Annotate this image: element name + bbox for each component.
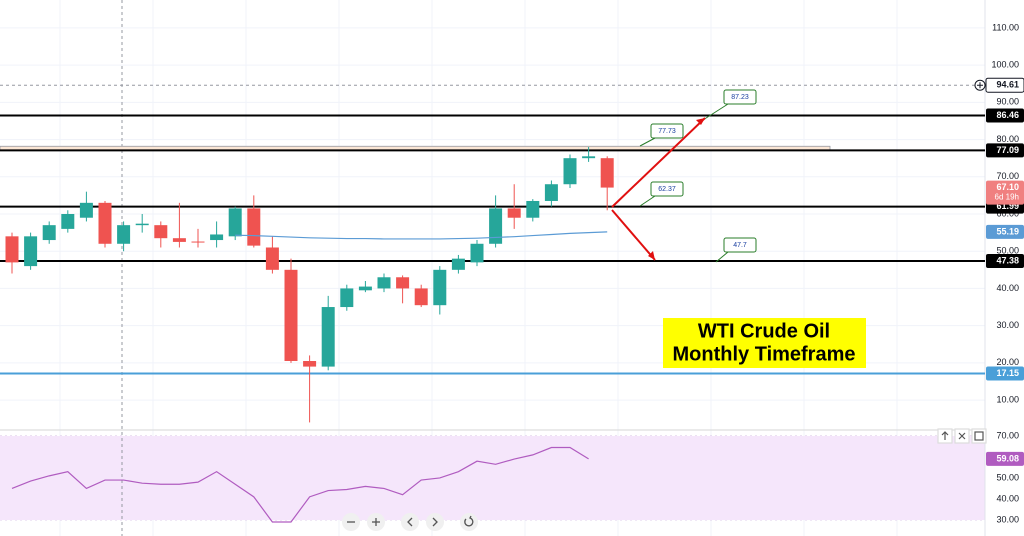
level-label: 17.15 [996, 368, 1019, 378]
candle-body [61, 214, 75, 229]
candle-body [117, 225, 131, 244]
candle-body [42, 225, 56, 241]
y-tick-label: 10.00 [996, 394, 1019, 404]
candle-body [154, 225, 168, 239]
candle-body [228, 208, 242, 237]
candle-body [24, 236, 38, 267]
price-label: 94.61 [996, 80, 1019, 90]
candle-body [377, 277, 391, 289]
level-label-box [986, 366, 1024, 381]
rsi-tick-label: 50.00 [996, 472, 1019, 482]
candle-body [98, 202, 112, 244]
pane-maximize[interactable] [971, 428, 987, 444]
callout-pointer [639, 195, 656, 207]
arrow-head [648, 251, 655, 260]
candle-body [340, 288, 354, 308]
callout-label: 77.73 [658, 128, 676, 135]
candle-body [358, 286, 372, 291]
plot: 10.0020.0030.0040.0050.0060.0070.0080.00… [0, 22, 1024, 524]
candle-body [507, 208, 521, 218]
rsi-value-label: 59.08 [996, 453, 1019, 463]
candle-body [79, 202, 93, 218]
callout-label: 47.7 [733, 242, 747, 249]
level-label: 77.09 [996, 145, 1019, 155]
candle-body [247, 208, 261, 246]
level-label: 86.46 [996, 110, 1019, 120]
rsi-value-box [986, 451, 1024, 466]
y-tick-label: 40.00 [996, 283, 1019, 293]
candle-body [396, 277, 410, 289]
title-line: Monthly Timeframe [673, 343, 856, 365]
candle-body [451, 258, 465, 270]
candle-body [414, 288, 428, 306]
callout-pointer [715, 251, 729, 263]
zoom-toolbar [342, 513, 478, 531]
level-label: 47.38 [996, 255, 1019, 265]
title-line: WTI Crude Oil [698, 320, 830, 342]
arrow-up [611, 117, 706, 208]
callout-label: 62.37 [658, 186, 676, 193]
candle-body [563, 158, 577, 185]
price-label-box [985, 77, 1024, 93]
scroll-right[interactable] [426, 513, 444, 531]
arrow-down [611, 209, 656, 261]
callout-pointer [702, 103, 729, 121]
y-tick-label: 30.00 [996, 320, 1019, 330]
callout-label: 87.23 [731, 94, 749, 101]
candle-body [433, 269, 447, 306]
callout-pointer [639, 137, 656, 147]
reset[interactable] [460, 513, 478, 531]
candle-body [544, 184, 558, 201]
candle-body [321, 307, 335, 367]
price-label-box [986, 180, 1024, 205]
candle-body [470, 243, 484, 263]
add-alert-plus [977, 82, 983, 89]
candle-body [5, 236, 19, 263]
title-box [663, 318, 866, 368]
moving-average [235, 231, 608, 240]
y-tick-label: 50.00 [996, 246, 1019, 256]
pane-buttons [937, 428, 987, 444]
level-label-box [986, 253, 1024, 268]
callout-box [723, 89, 757, 105]
candle-body [284, 269, 298, 362]
price-label: 55.19 [996, 226, 1019, 236]
y-tick-label: 80.00 [996, 134, 1019, 144]
candle-body [135, 223, 149, 226]
candle-body [210, 234, 224, 241]
candle-body [526, 200, 540, 218]
level-label-box [986, 143, 1024, 158]
price-label: 67.10 [996, 182, 1019, 192]
rsi-band [0, 436, 985, 520]
candle-body [191, 241, 205, 243]
rsi-tick-label: 70.00 [996, 430, 1019, 440]
level-label-box [986, 108, 1024, 123]
y-tick-label: 90.00 [996, 97, 1019, 107]
candle-body [172, 238, 186, 242]
arrow-head [696, 118, 705, 125]
candle-body [600, 158, 614, 188]
candle-body [303, 361, 317, 367]
y-tick-label: 110.00 [992, 22, 1019, 32]
candle-body [582, 156, 596, 159]
countdown: 6d 19h [995, 193, 1019, 202]
y-tick-label: 70.00 [996, 171, 1019, 181]
candle-body [265, 247, 279, 270]
level-label: 61.99 [996, 201, 1019, 211]
scroll-left[interactable] [401, 513, 419, 531]
y-tick-label: 100.00 [991, 60, 1019, 70]
callout-box [650, 123, 684, 139]
callout-box [723, 237, 757, 253]
price-label-box [986, 224, 1024, 239]
rsi-line [11, 446, 589, 523]
callout-box [650, 181, 684, 197]
rsi-tick-label: 30.00 [996, 514, 1019, 524]
candle-body [489, 208, 503, 244]
y-tick-label: 20.00 [996, 357, 1019, 367]
rsi-tick-label: 40.00 [996, 493, 1019, 503]
